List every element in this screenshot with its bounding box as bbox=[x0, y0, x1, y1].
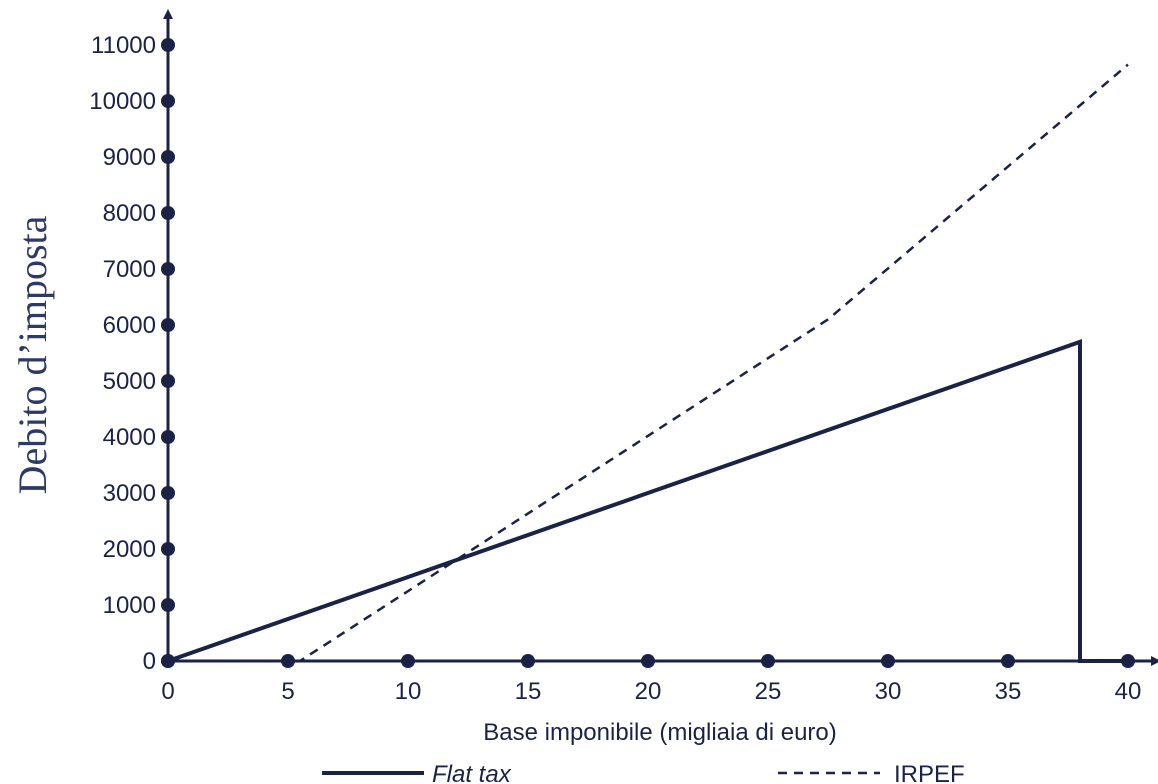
x-tick-dot bbox=[1001, 654, 1015, 668]
x-tick-dot bbox=[881, 654, 895, 668]
y-tick-dot bbox=[161, 38, 175, 52]
y-tick-label: 11000 bbox=[91, 32, 156, 59]
y-tick-dot bbox=[161, 598, 175, 612]
x-tick-label: 20 bbox=[635, 678, 662, 705]
y-tick-label: 6000 bbox=[103, 312, 156, 339]
x-ticks: 0 5 10 15 20 25 30 35 40 bbox=[161, 654, 1141, 705]
x-axis-title: Base imponibile (migliaia di euro) bbox=[483, 719, 837, 746]
x-tick-label: 40 bbox=[1115, 678, 1142, 705]
y-tick-label: 9000 bbox=[103, 144, 156, 171]
y-tick-dot bbox=[161, 318, 175, 332]
x-tick-label: 30 bbox=[875, 678, 902, 705]
x-tick-dot bbox=[641, 654, 655, 668]
y-tick-label: 10000 bbox=[89, 88, 156, 115]
x-tick-label: 0 bbox=[161, 678, 174, 705]
series-line-irpef bbox=[168, 63, 1129, 663]
y-tick-label: 2000 bbox=[103, 536, 156, 563]
x-tick-dot bbox=[761, 654, 775, 668]
y-tick-dot bbox=[161, 542, 175, 556]
x-tick-label: 5 bbox=[281, 678, 294, 705]
x-tick-label: 10 bbox=[395, 678, 422, 705]
legend-label-flat-tax: Flat tax bbox=[432, 761, 512, 784]
y-tick-label: 4000 bbox=[103, 424, 156, 451]
y-tick-dot bbox=[161, 206, 175, 220]
y-tick-label: 0 bbox=[143, 648, 156, 675]
y-tick-dot bbox=[161, 374, 175, 388]
x-tick-dot bbox=[401, 654, 415, 668]
y-tick-dot bbox=[161, 94, 175, 108]
series-line-flat-tax bbox=[167, 338, 1128, 663]
x-tick-label: 35 bbox=[995, 678, 1022, 705]
x-tick-dot bbox=[521, 654, 535, 668]
legend: Flat tax IRPEF bbox=[322, 761, 965, 784]
y-ticks: 0 1000 2000 3000 4000 5000 6000 7000 8000 9000 100… bbox=[89, 32, 175, 675]
x-tick-label: 15 bbox=[515, 678, 542, 705]
y-tick-dot bbox=[161, 486, 175, 500]
y-tick-label: 1000 bbox=[103, 592, 156, 619]
y-tick-label: 8000 bbox=[103, 200, 156, 227]
y-tick-dot bbox=[161, 430, 175, 444]
y-tick-dot bbox=[161, 150, 175, 164]
x-tick-label: 25 bbox=[755, 678, 782, 705]
y-tick-label: 7000 bbox=[103, 256, 156, 283]
y-tick-label: 3000 bbox=[103, 480, 156, 507]
series-layer bbox=[167, 63, 1129, 663]
legend-label-irpef: IRPEF bbox=[894, 761, 965, 784]
y-tick-label: 5000 bbox=[103, 368, 156, 395]
y-axis-title: Debito d’imposta bbox=[10, 215, 55, 494]
y-tick-dot bbox=[161, 262, 175, 276]
